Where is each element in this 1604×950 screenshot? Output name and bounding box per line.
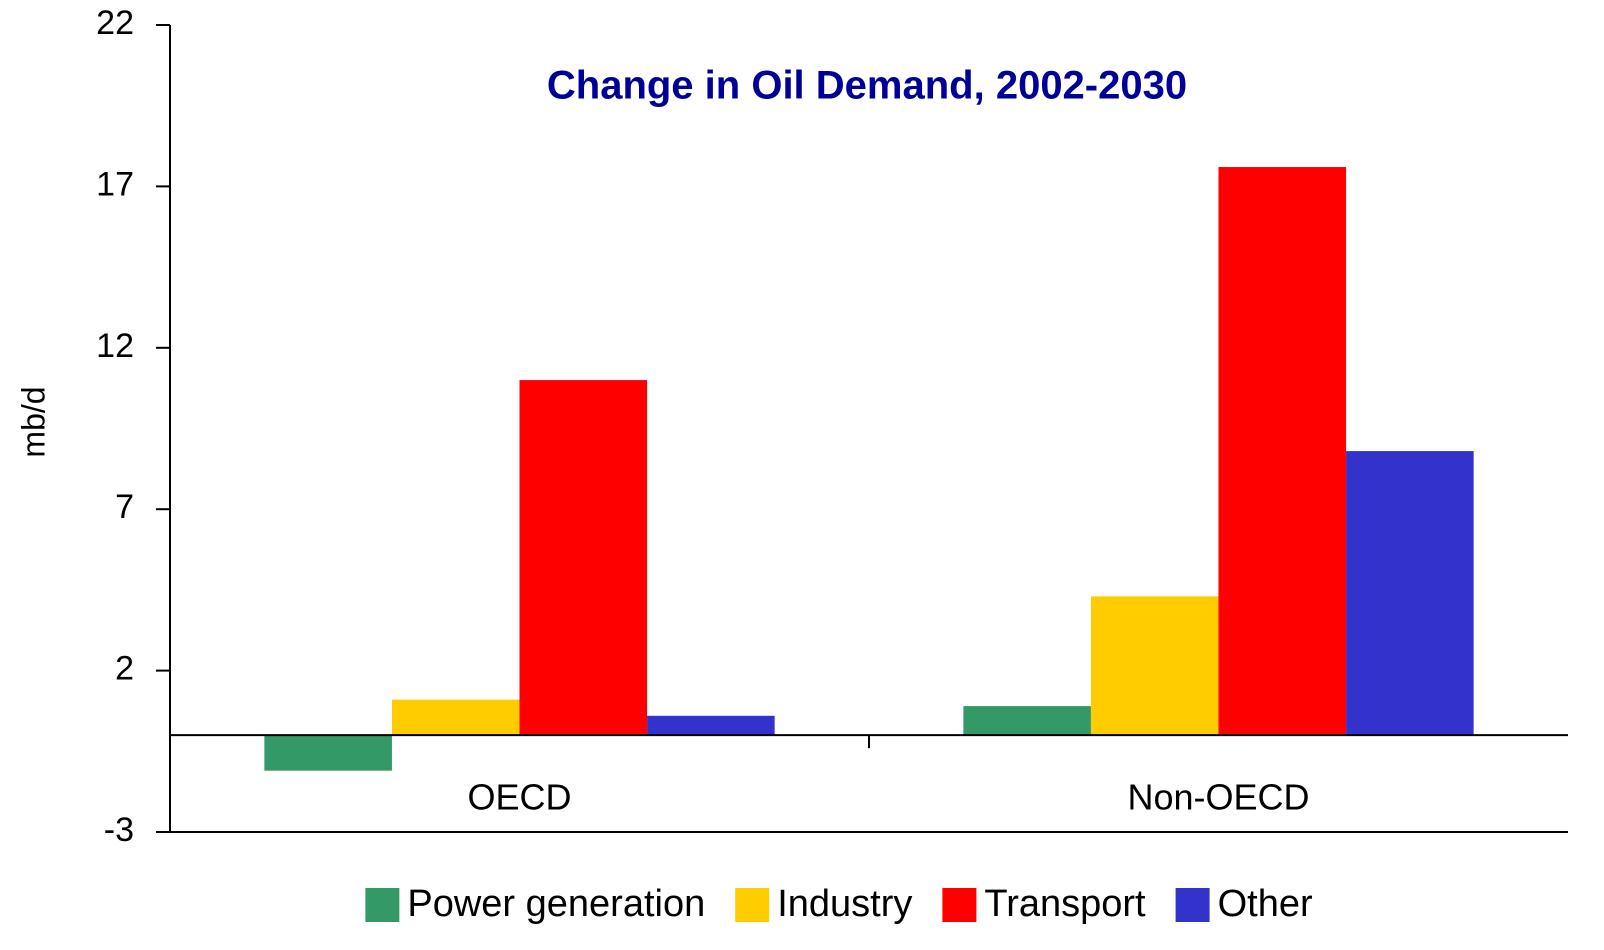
y-tick-label: 7 [115, 488, 134, 526]
bar [1346, 451, 1474, 736]
legend-swatch [942, 888, 977, 922]
bar [391, 699, 520, 736]
y-tick-label: 12 [96, 327, 134, 365]
bar [647, 715, 775, 736]
legend-label: Industry [777, 883, 912, 925]
legend-swatch [365, 888, 400, 922]
bar [963, 706, 1091, 736]
bar [1090, 596, 1219, 736]
x-tick-label: OECD [467, 777, 571, 818]
y-tick-label: 22 [96, 4, 134, 42]
y-tick-label: -3 [104, 811, 134, 849]
legend-label: Transport [984, 883, 1146, 925]
legend-swatch [1175, 888, 1210, 922]
y-tick-label: 2 [115, 650, 134, 688]
bar [519, 380, 648, 736]
legend-swatch [735, 888, 770, 922]
x-tick-label: Non-OECD [1127, 777, 1309, 818]
y-tick-label: 17 [96, 165, 134, 203]
chart-title: Change in Oil Demand, 2002-2030 [547, 64, 1187, 108]
y-axis-label: mb/d [15, 386, 51, 457]
bar [1218, 167, 1347, 736]
legend-label: Power generation [407, 883, 705, 925]
bar [264, 735, 392, 771]
legend-label: Other [1218, 883, 1313, 925]
